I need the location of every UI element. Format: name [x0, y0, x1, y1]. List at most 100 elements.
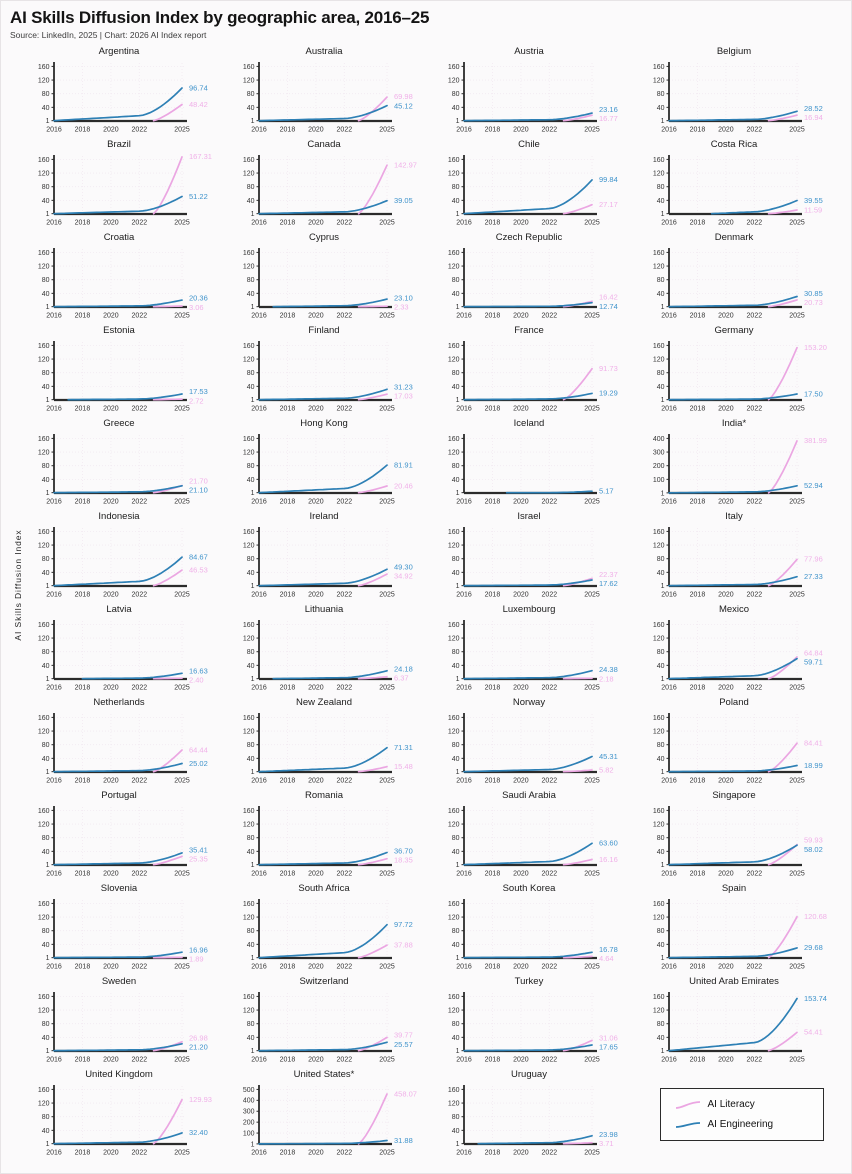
x-tick-label: 2018	[75, 406, 91, 413]
chart-title: Croatia	[103, 232, 135, 243]
y-tick-label: 1	[661, 211, 665, 218]
y-tick-label: 160	[653, 808, 665, 815]
x-tick-label: 2016	[46, 592, 62, 599]
literacy-value-label: 26.98	[189, 1033, 208, 1042]
x-tick-label: 2016	[456, 1057, 472, 1064]
x-tick-label: 2022	[132, 313, 148, 320]
y-tick-label: 80	[247, 1021, 255, 1028]
y-tick-label: 40	[452, 756, 460, 763]
y-tick-label: 120	[243, 1007, 255, 1014]
y-tick-label: 160	[38, 343, 50, 350]
x-tick-label: 2016	[251, 406, 267, 413]
x-tick-label: 2018	[690, 685, 706, 692]
plot-area: 160 120 80 40 1 2016 2018 2020 2022 2025 27.17 99.8…	[448, 155, 618, 227]
x-tick-label: 2016	[46, 127, 62, 134]
plot-area: 160 120 80 40 1 2016 2018 2020 2022 2025 26.9821.2…	[38, 992, 208, 1064]
x-tick-label: 2016	[251, 778, 267, 785]
x-tick-label: 2025	[174, 406, 190, 413]
chart-title: France	[514, 325, 544, 336]
ai-engineering-line	[258, 923, 388, 959]
ai-engineering-line	[668, 110, 798, 122]
x-tick-label: 2018	[280, 592, 296, 599]
y-tick-label: 160	[448, 1087, 460, 1094]
literacy-value-label: 2.33	[394, 303, 409, 312]
x-tick-label: 2022	[337, 685, 353, 692]
y-tick-label: 1	[456, 583, 460, 590]
plot-area: 160 120 80 40 1 2016 2018 2020 2022 2025 5.17	[448, 434, 614, 506]
chart-title: Singapore	[712, 790, 756, 801]
chart-cell: Saudi Arabia 160 120 80 40 1 2016 2018 2020 2022 2…	[434, 790, 639, 881]
ai-engineering-line	[258, 1139, 388, 1145]
ai-literacy-line	[152, 156, 183, 215]
x-tick-label: 2016	[251, 313, 267, 320]
y-tick-label: 120	[653, 77, 665, 84]
x-tick-label: 2020	[308, 592, 324, 599]
x-tick-label: 2022	[747, 685, 763, 692]
y-tick-label: 80	[657, 649, 665, 656]
ai-literacy-line	[562, 1039, 593, 1052]
x-tick-label: 2025	[174, 778, 190, 785]
y-tick-label: 120	[448, 728, 460, 735]
y-tick-label: 160	[653, 157, 665, 164]
y-tick-label: 160	[448, 529, 460, 536]
x-tick-label: 2018	[690, 964, 706, 971]
y-tick-label: 120	[38, 1007, 50, 1014]
x-tick-label: 2020	[103, 964, 119, 971]
ai-engineering-line	[272, 669, 388, 680]
literacy-value-label: 59.93	[804, 836, 823, 845]
x-tick-label: 2022	[337, 1057, 353, 1064]
x-tick-label: 2020	[513, 685, 529, 692]
y-tick-label: 120	[243, 635, 255, 642]
engineering-value-label: 45.12	[394, 101, 413, 110]
ai-engineering-line	[81, 672, 183, 680]
x-tick-label: 2025	[584, 871, 600, 878]
ai-literacy-line	[357, 675, 388, 680]
x-tick-label: 2018	[690, 1057, 706, 1064]
x-tick-label: 2020	[308, 964, 324, 971]
engineering-value-label: 20.36	[189, 294, 208, 303]
x-tick-label: 2018	[690, 127, 706, 134]
x-tick-label: 2025	[379, 685, 395, 692]
y-tick-label: 400	[243, 1098, 255, 1105]
literacy-value-label: 16.77	[599, 114, 618, 123]
engineering-value-label: 16.96	[189, 945, 208, 954]
y-tick-label: 1	[661, 676, 665, 683]
y-tick-label: 1	[251, 118, 255, 125]
engineering-value-label: 17.65	[599, 1043, 618, 1052]
x-tick-label: 2018	[485, 871, 501, 878]
chart-cell: Argentina 160 120 80 40 1 2016 2018 2020 2022 2025…	[24, 46, 229, 137]
x-tick-label: 2016	[661, 871, 677, 878]
y-tick-label: 120	[38, 356, 50, 363]
literacy-value-label: 20.46	[394, 481, 413, 490]
chart-cell: Canada 160 120 80 40 1 2016 2018 2020 2022 2025 142…	[229, 139, 434, 230]
literacy-value-label: 4.64	[599, 954, 614, 963]
chart-title: United Kingdom	[85, 1069, 153, 1080]
x-tick-label: 2022	[337, 592, 353, 599]
y-tick-label: 1	[46, 1141, 50, 1148]
x-tick-label: 2018	[485, 499, 501, 506]
y-tick-label: 1	[456, 490, 460, 497]
y-tick-label: 40	[657, 570, 665, 577]
x-tick-label: 2016	[251, 964, 267, 971]
y-tick-label: 120	[38, 1100, 50, 1107]
ai-engineering-line	[477, 1134, 593, 1145]
x-tick-label: 2022	[747, 778, 763, 785]
ai-engineering-line	[668, 657, 798, 680]
chart-title: Germany	[714, 325, 754, 336]
y-tick-label: 80	[657, 1021, 665, 1028]
y-tick-label: 80	[42, 463, 50, 470]
y-tick-label: 40	[247, 849, 255, 856]
y-tick-label: 160	[243, 250, 255, 257]
plot-area: 160 120 80 40 1 2016 2018 2020 2022 2025 15.48 71.3…	[243, 713, 413, 785]
chart-cell: Costa Rica 160 120 80 40 1 2016 2018 2020 2022 202…	[639, 139, 844, 230]
literacy-value-label: 11.59	[804, 205, 822, 214]
x-tick-label: 2025	[584, 1057, 600, 1064]
chart-cell: Chile 160 120 80 40 1 2016 2018 2020 2022 2025 27.1…	[434, 139, 639, 230]
y-tick-label: 160	[653, 901, 665, 908]
y-tick-label: 80	[452, 835, 460, 842]
literacy-value-label: 31.06	[599, 1033, 618, 1042]
y-tick-label: 40	[42, 663, 50, 670]
x-tick-label: 2016	[661, 778, 677, 785]
x-tick-label: 2022	[542, 313, 558, 320]
x-tick-label: 2018	[75, 499, 91, 506]
